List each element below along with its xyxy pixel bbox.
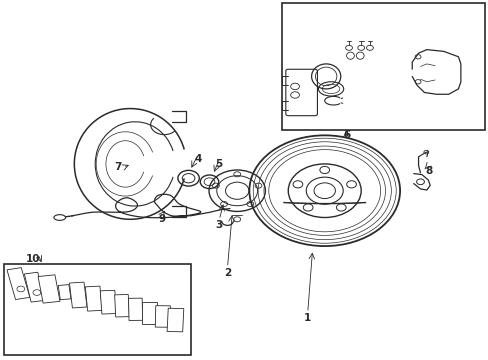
Text: 4: 4 [194, 154, 202, 163]
Text: 10: 10 [26, 253, 40, 264]
Polygon shape [128, 298, 142, 320]
Polygon shape [100, 290, 116, 314]
Polygon shape [85, 286, 102, 311]
Bar [4, 264, 191, 355]
Polygon shape [38, 275, 60, 303]
Text: 1: 1 [304, 312, 311, 323]
Bar [282, 3, 484, 130]
Polygon shape [142, 302, 157, 324]
Polygon shape [167, 308, 183, 332]
Polygon shape [7, 267, 30, 300]
Text: 2: 2 [224, 268, 231, 278]
Polygon shape [58, 285, 71, 300]
Text: 9: 9 [158, 214, 165, 224]
Text: 7: 7 [114, 162, 122, 172]
Text: 5: 5 [215, 159, 223, 169]
Polygon shape [114, 294, 129, 317]
Text: 3: 3 [215, 220, 223, 230]
Polygon shape [24, 272, 44, 302]
Text: 6: 6 [342, 130, 349, 140]
Polygon shape [155, 306, 170, 327]
FancyBboxPatch shape [285, 69, 317, 116]
Text: 8: 8 [425, 166, 432, 176]
Polygon shape [69, 282, 87, 308]
